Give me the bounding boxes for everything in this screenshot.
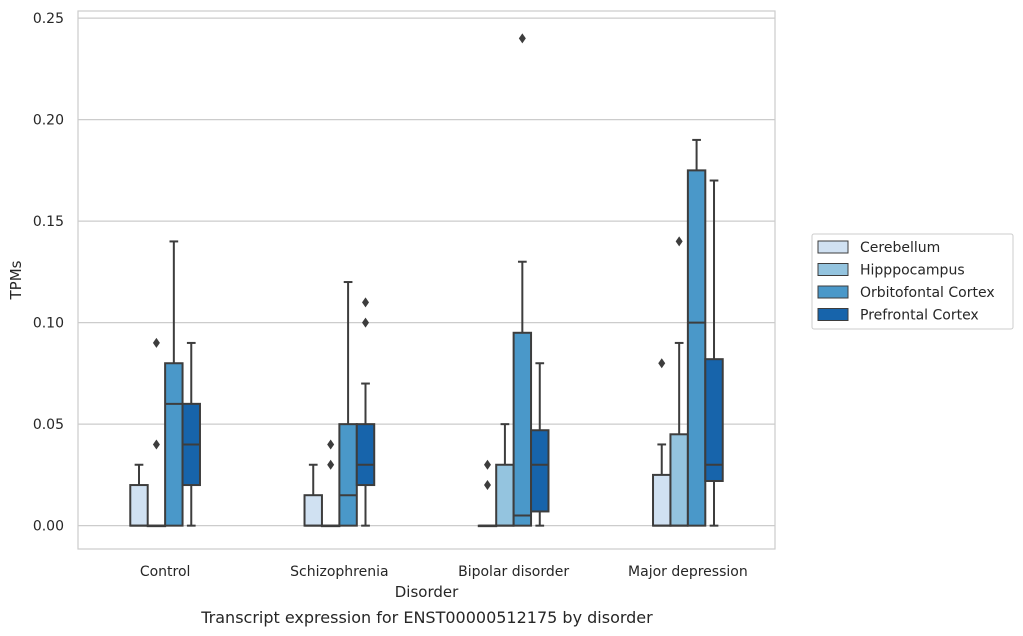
outlier-point xyxy=(152,337,160,348)
box-prefrontal-cortex xyxy=(704,179,724,527)
y-axis-title: TPMs xyxy=(7,260,25,300)
box-body xyxy=(355,423,376,487)
chart-caption: Transcript expression for ENST0000051217… xyxy=(200,608,653,627)
box-body xyxy=(164,362,184,527)
y-tick-label: 0.10 xyxy=(33,316,64,332)
box-body xyxy=(495,463,515,527)
x-tick-label: Schizophrenia xyxy=(290,564,388,580)
box-body xyxy=(129,484,149,527)
y-tick-label: 0.20 xyxy=(33,113,64,129)
outlier-point xyxy=(327,459,335,470)
outlier-point xyxy=(362,297,370,308)
box-prefrontal-cortex xyxy=(181,341,201,527)
box-orbitofontal-cortex xyxy=(164,240,184,527)
box-cerebellum xyxy=(652,358,672,527)
legend-frame xyxy=(811,233,1014,330)
y-tick-label: 0.25 xyxy=(33,11,64,27)
plot-frame xyxy=(77,10,776,550)
legend-swatch xyxy=(817,285,849,299)
legend-swatch xyxy=(817,263,849,276)
y-tick-labels: 0.00 0.05 0.10 0.15 0.20 0.25 xyxy=(33,11,64,535)
box-cerebellum xyxy=(129,463,149,527)
legend-label: Orbitofontal Cortex xyxy=(860,285,995,301)
x-tick-label: Control xyxy=(140,564,191,580)
box-hipppocampus xyxy=(146,337,167,528)
box-body xyxy=(686,169,707,527)
box-body xyxy=(530,429,550,513)
box-hipppocampus xyxy=(320,439,341,528)
outlier-point xyxy=(483,480,491,491)
legend-swatch xyxy=(817,308,849,321)
x-tick-label: Major depression xyxy=(628,564,748,580)
y-tick-label: 0.00 xyxy=(33,519,64,535)
legend-label: Cerebellum xyxy=(860,240,940,256)
box-orbitofontal-cortex xyxy=(686,138,707,527)
x-tick-labels: Control Schizophrenia Bipolar disorder Majo… xyxy=(140,564,748,580)
outlier-point xyxy=(658,358,666,369)
legend-label: Hipppocampus xyxy=(860,263,965,279)
outlier-point xyxy=(675,236,683,247)
outlier-point xyxy=(483,459,491,470)
box-prefrontal-cortex xyxy=(530,362,550,527)
outlier-point xyxy=(362,317,370,328)
legend: Cerebellum Hipppocampus Orbitofontal Corte… xyxy=(811,233,1014,330)
box-hipppocampus xyxy=(669,236,689,527)
x-axis-title: Disorder xyxy=(395,583,459,601)
box-cerebellum xyxy=(303,463,323,527)
box-prefrontal-cortex xyxy=(355,297,376,527)
box-orbitofontal-cortex xyxy=(338,281,358,527)
box-body xyxy=(704,358,724,482)
y-tick-label: 0.05 xyxy=(33,417,64,433)
x-tick-label: Bipolar disorder xyxy=(458,564,569,580)
box-body xyxy=(669,433,689,527)
box-body xyxy=(338,423,358,527)
outlier-point xyxy=(327,439,335,450)
box-hipppocampus xyxy=(495,423,515,527)
y-tick-label: 0.15 xyxy=(33,214,64,230)
box-body xyxy=(512,331,533,527)
box-orbitofontal-cortex xyxy=(512,33,533,527)
legend-swatch xyxy=(817,240,849,254)
outlier-point xyxy=(518,33,526,44)
box-layer xyxy=(129,33,724,528)
outlier-point xyxy=(152,439,160,450)
box-cerebellum xyxy=(477,459,498,528)
legend-label: Prefrontal Cortex xyxy=(860,308,979,324)
box-body xyxy=(652,473,672,527)
box-body xyxy=(303,494,323,527)
